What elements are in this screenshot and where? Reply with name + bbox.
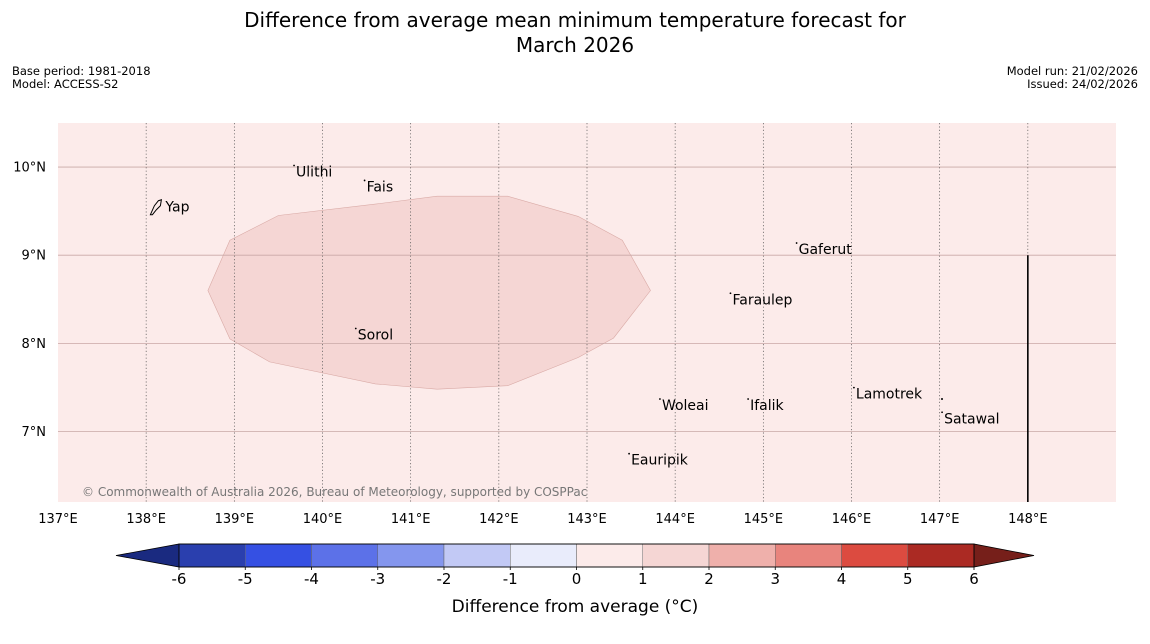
island-mark-woleai xyxy=(659,398,661,400)
island-mark-faraulep xyxy=(729,292,732,295)
island-mark-eauripik xyxy=(628,452,630,455)
island-mark-sorol xyxy=(354,327,357,330)
anomaly-layer xyxy=(207,195,651,390)
island-yap-shape xyxy=(149,198,163,216)
colorbar-tick-label: -3 xyxy=(370,570,385,588)
place-label-fais: Fais xyxy=(367,179,394,195)
colorbar-segment xyxy=(245,543,312,568)
chart-title: Difference from average mean minimum tem… xyxy=(0,8,1150,58)
lat-tick-label: 10°N xyxy=(13,161,46,176)
lon-tick-label: 143°E xyxy=(567,512,607,527)
title-line-1: Difference from average mean minimum tem… xyxy=(244,8,906,32)
axis-ticks: 10°N 9°N 8°N 7°N 137°E 138°E 139°E 140°E 141°E 14… xyxy=(13,161,1047,527)
place-label-sorol: Sorol xyxy=(358,328,393,344)
model-run: Model run: 21/02/2026 xyxy=(1006,64,1138,78)
colorbar-tick-label: 5 xyxy=(903,570,913,588)
colorbar-segment xyxy=(443,543,511,568)
colorbar-tick-label: 1 xyxy=(638,570,648,588)
island-mark-ulithi xyxy=(293,164,295,167)
colorbar-tick-label: -5 xyxy=(238,570,253,588)
colorbar-under-arrow xyxy=(115,543,180,568)
island-mark-lamotrek xyxy=(853,386,855,389)
lon-tick-label: 139°E xyxy=(215,512,255,527)
lon-tick-label: 137°E xyxy=(38,512,78,527)
colorbar-tick-label: -4 xyxy=(304,570,319,588)
lat-tick-label: 9°N xyxy=(22,249,47,264)
anomaly-region-1-to-2 xyxy=(207,195,651,390)
lon-tick-label: 144°E xyxy=(655,512,695,527)
island-mark-gaferut xyxy=(795,242,798,244)
colorbar-segment xyxy=(311,543,378,568)
lon-tick-label: 141°E xyxy=(391,512,431,527)
colorbar: -6 -5 -4 -3 -2 -1 0 1 2 3 4 5 6 xyxy=(115,543,1035,588)
lon-tick-label: 145°E xyxy=(744,512,784,527)
colorbar-segment xyxy=(510,543,577,568)
colorbar-segment xyxy=(841,543,908,568)
lat-tick-label: 8°N xyxy=(22,337,47,352)
copyright-text: © Commonwealth of Australia 2026, Bureau… xyxy=(82,485,587,499)
place-label-lamotrek: Lamotrek xyxy=(856,387,923,403)
model-name: Model: ACCESS-S2 xyxy=(12,77,119,91)
colorbar-tick-label: 3 xyxy=(770,570,780,588)
place-label-gaferut: Gaferut xyxy=(799,242,853,258)
islands xyxy=(149,164,943,455)
place-label-ulithi: Ulithi xyxy=(296,164,332,180)
island-mark-unnamed xyxy=(941,398,943,400)
colorbar-tick-label: -2 xyxy=(437,570,452,588)
colorbar-tick-label: -6 xyxy=(172,570,187,588)
place-label-eauripik: Eauripik xyxy=(631,453,689,469)
island-mark-ifalik xyxy=(747,398,750,400)
lat-tick-label: 7°N xyxy=(22,425,47,440)
colorbar-tick-label: 0 xyxy=(572,570,582,588)
place-label-woleai: Woleai xyxy=(662,398,709,414)
meta-right: Model run: 21/02/2026 Issued: 24/02/2026 xyxy=(1007,65,1138,91)
colorbar-tick-label: 6 xyxy=(969,570,979,588)
colorbar-segment xyxy=(576,543,643,568)
place-labels: Yap Ulithi Fais Gaferut Faraulep Sorol Lamotre… xyxy=(164,164,999,468)
colorbar-tick-label: 2 xyxy=(704,570,714,588)
issued-date: Issued: 24/02/2026 xyxy=(1027,77,1138,91)
lon-tick-label: 146°E xyxy=(832,512,872,527)
place-label-ifalik: Ifalik xyxy=(750,398,784,414)
colorbar-segment xyxy=(907,543,975,568)
lon-tick-label: 147°E xyxy=(920,512,960,527)
meta-left: Base period: 1981-2018 Model: ACCESS-S2 xyxy=(12,65,151,91)
island-mark-satawal xyxy=(941,411,943,414)
place-label-satawal: Satawal xyxy=(944,411,999,427)
colorbar-over-arrow xyxy=(973,543,1035,568)
graticule xyxy=(58,123,1116,502)
colorbar-tick-label: -1 xyxy=(503,570,518,588)
colorbar-segment xyxy=(708,543,776,568)
base-period: Base period: 1981-2018 xyxy=(12,64,151,78)
place-label-yap: Yap xyxy=(164,200,189,216)
island-mark-fais xyxy=(363,179,366,182)
colorbar-segment xyxy=(775,543,842,568)
lon-tick-label: 148°E xyxy=(1008,512,1048,527)
title-line-2: March 2026 xyxy=(515,33,635,57)
colorbar-segment xyxy=(377,543,445,568)
colorbar-segment xyxy=(178,543,246,568)
colorbar-title: Difference from average (°C) xyxy=(452,597,699,617)
lon-tick-label: 142°E xyxy=(479,512,519,527)
colorbar-tick-label: 4 xyxy=(837,570,847,588)
place-label-faraulep: Faraulep xyxy=(732,292,792,308)
lon-tick-label: 138°E xyxy=(126,512,166,527)
lon-tick-label: 140°E xyxy=(303,512,343,527)
colorbar-segment xyxy=(642,543,710,568)
